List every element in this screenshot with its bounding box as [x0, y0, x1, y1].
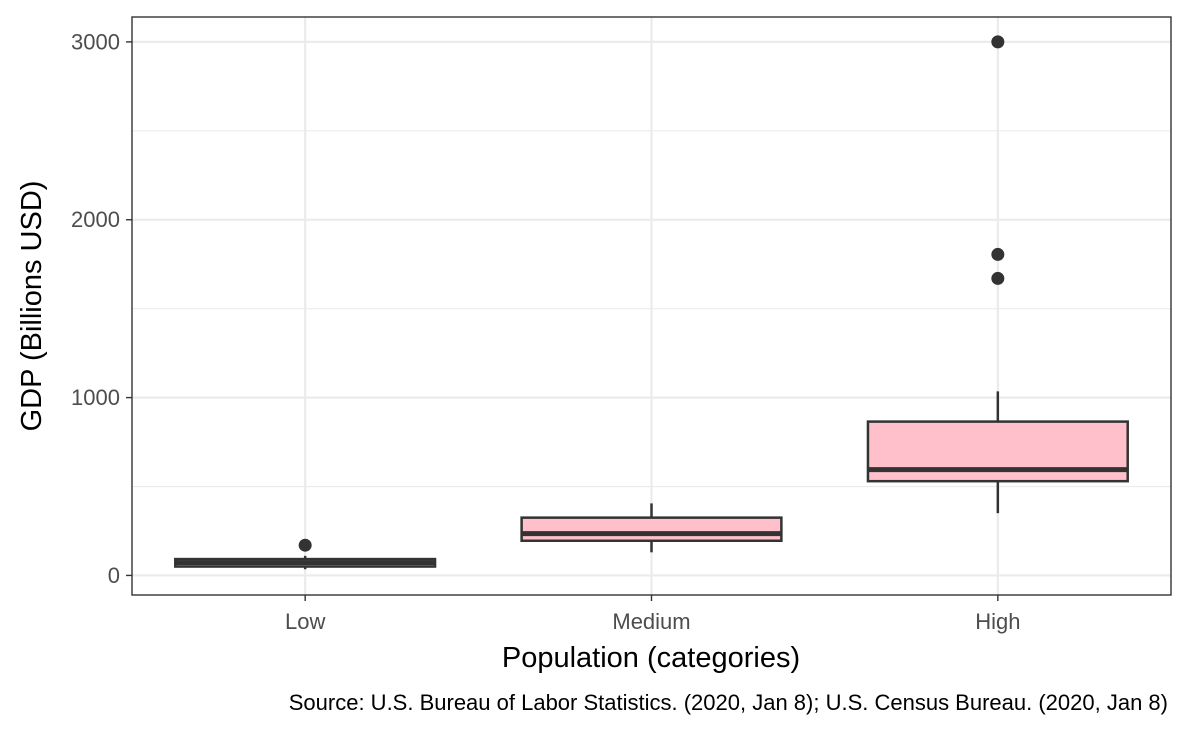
- x-axis-title: Population (categories): [502, 642, 800, 674]
- iqr-box: [866, 420, 1129, 483]
- y-tick-label: 1000: [71, 385, 120, 410]
- outlier-point: [991, 247, 1005, 261]
- x-tick-label: Low: [285, 609, 325, 634]
- boxes-layer: [174, 35, 1129, 570]
- box-low: [174, 538, 437, 570]
- outlier-point: [991, 271, 1005, 285]
- y-axis-title: GDP (Billions USD): [16, 181, 48, 432]
- x-tick-label: High: [975, 609, 1020, 634]
- box-medium: [520, 503, 783, 553]
- y-tick-label: 3000: [71, 29, 120, 54]
- y-tick-label: 0: [108, 563, 120, 588]
- source-caption: Source: U.S. Bureau of Labor Statistics.…: [289, 690, 1168, 715]
- iqr-box: [520, 516, 783, 543]
- box-high: [866, 35, 1129, 514]
- outlier-point: [991, 35, 1005, 49]
- y-axis: 0 1000 2000 3000: [71, 29, 132, 588]
- x-tick-label: Medium: [612, 609, 690, 634]
- y-tick-label: 2000: [71, 207, 120, 232]
- outlier-point: [298, 538, 312, 552]
- x-axis: Low Medium High: [285, 595, 1020, 634]
